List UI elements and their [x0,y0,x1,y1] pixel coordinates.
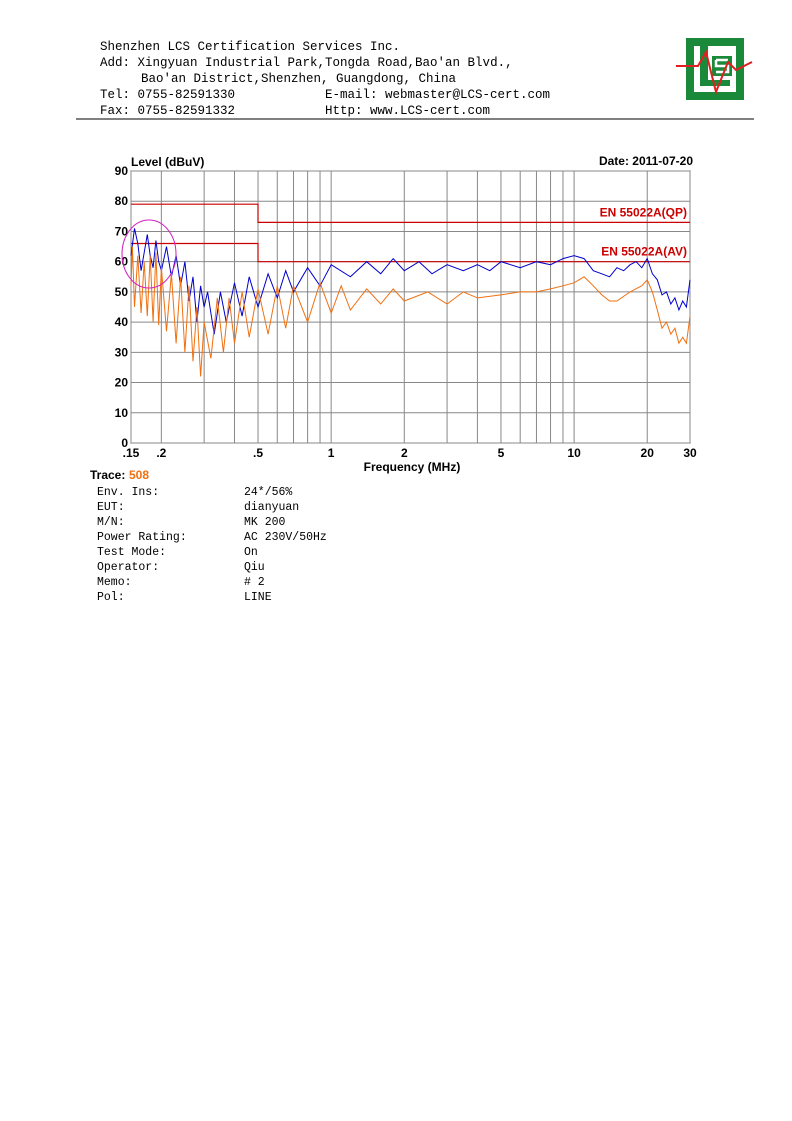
info-value: MK 200 [244,516,286,529]
info-key: Power Rating: [97,531,187,544]
info-key: Operator: [97,561,159,574]
x-tick-label: 10 [567,446,581,460]
info-value: Qiu [244,561,265,574]
trace-value: 508 [129,468,149,482]
y-tick-label: 90 [115,164,129,178]
info-key: Test Mode: [97,546,166,559]
y-tick-label: 0 [121,436,128,450]
y-tick-label: 10 [115,406,129,420]
company: Shenzhen LCS Certification Services Inc. [100,40,400,54]
info-key: M/N: [97,516,125,529]
x-tick-label: 2 [401,446,408,460]
info-value: LINE [244,591,272,604]
y-tick-label: 50 [115,285,129,299]
y-tick-label: 80 [115,194,129,208]
highlight-circle [121,219,177,289]
y-tick-label: 40 [115,315,129,329]
address: Add: Xingyuan Industrial Park,Tongda Roa… [100,56,513,70]
x-tick-label: 5 [498,446,505,460]
x-tick-label: .15 [123,446,140,460]
info-key: Env. Ins: [97,486,159,499]
info-key: EUT: [97,501,125,514]
limit-line [131,242,690,263]
address: Bao'an District,Shenzhen, Guangdong, Chi… [141,72,457,86]
limit-label: EN 55022A(QP) [600,205,687,219]
limit-line [131,203,690,223]
email: E-mail: webmaster@LCS-cert.com [325,88,550,102]
y-tick-label: 70 [115,224,129,238]
website: Http: www.LCS-cert.com [325,104,490,118]
info-value: AC 230V/50Hz [244,531,327,544]
y-tick-label: 30 [115,345,129,359]
info-key: Memo: [97,576,132,589]
trace-label: Trace: [90,468,125,482]
chart-date: Date: 2011-07-20 [599,154,693,168]
x-tick-label: 1 [328,446,335,460]
y-tick-label: 60 [115,255,129,269]
logo [676,38,753,100]
x-tick-label: .2 [156,446,166,460]
info-value: On [244,546,258,559]
info-value: 24*/56% [244,486,292,499]
info-key: Pol: [97,591,125,604]
limit-label: EN 55022A(AV) [601,245,687,259]
y-axis-label: Level (dBuV) [131,155,204,169]
info-value: dianyuan [244,501,299,514]
x-axis-label: Frequency (MHz) [364,460,461,474]
x-tick-label: .5 [253,446,263,460]
y-tick-label: 20 [115,376,129,390]
x-tick-label: 30 [683,446,697,460]
phone: Tel: 0755-82591330 [100,88,235,102]
x-tick-label: 20 [641,446,655,460]
info-value: # 2 [244,576,265,589]
fax: Fax: 0755-82591332 [100,104,235,118]
trace-line [130,246,691,377]
